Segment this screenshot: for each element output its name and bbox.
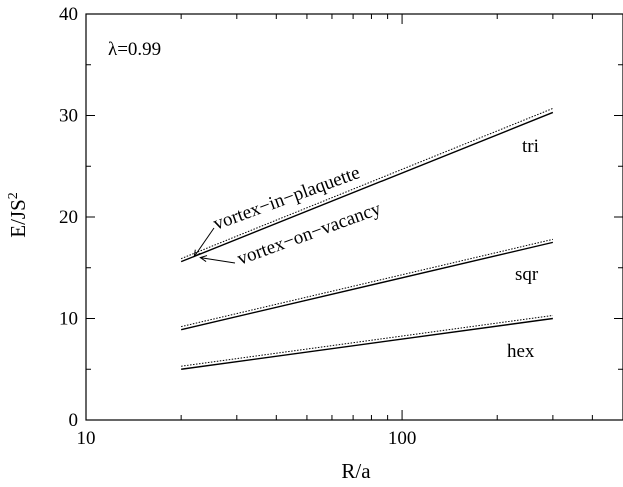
y-tick-label: 40 bbox=[59, 4, 78, 25]
arrow-vortex-on-vacancy bbox=[200, 257, 236, 264]
parameter-label: λ=0.99 bbox=[108, 39, 161, 60]
series-tri-vortex-in-plaquette bbox=[180, 107, 554, 260]
y-axis-title: E/JS2 bbox=[6, 192, 30, 238]
series-tri-vortex-on-vacancy bbox=[180, 111, 554, 263]
y-tick-label: 0 bbox=[69, 410, 79, 431]
annotation-arrows bbox=[193, 227, 236, 264]
series-sqr-vortex-in-plaquette bbox=[181, 238, 553, 328]
arrow-vortex-in-plaquette-head bbox=[193, 249, 201, 258]
x-axis-title: R/a bbox=[341, 459, 371, 483]
series-sqr-vortex-on-vacancy bbox=[180, 241, 554, 331]
x-tick-label: 100 bbox=[388, 428, 417, 449]
arrow-vortex-in-plaquette bbox=[193, 227, 215, 257]
label-hex: hex bbox=[507, 341, 535, 362]
label-sqr: sqr bbox=[515, 264, 539, 285]
y-tick-label: 20 bbox=[59, 207, 78, 228]
y-tick-label: 10 bbox=[59, 309, 78, 330]
series-hex-vortex-on-vacancy bbox=[181, 317, 553, 370]
y-tick-label: 30 bbox=[59, 106, 78, 127]
arrow-vortex-on-vacancy-head bbox=[199, 255, 208, 262]
series-hex-vortex-in-plaquette bbox=[181, 314, 553, 367]
series-lines bbox=[180, 107, 554, 370]
x-tick-label: 10 bbox=[77, 428, 96, 449]
y-axis-title-superscript: 2 bbox=[6, 192, 21, 199]
label-tri: tri bbox=[522, 136, 539, 157]
